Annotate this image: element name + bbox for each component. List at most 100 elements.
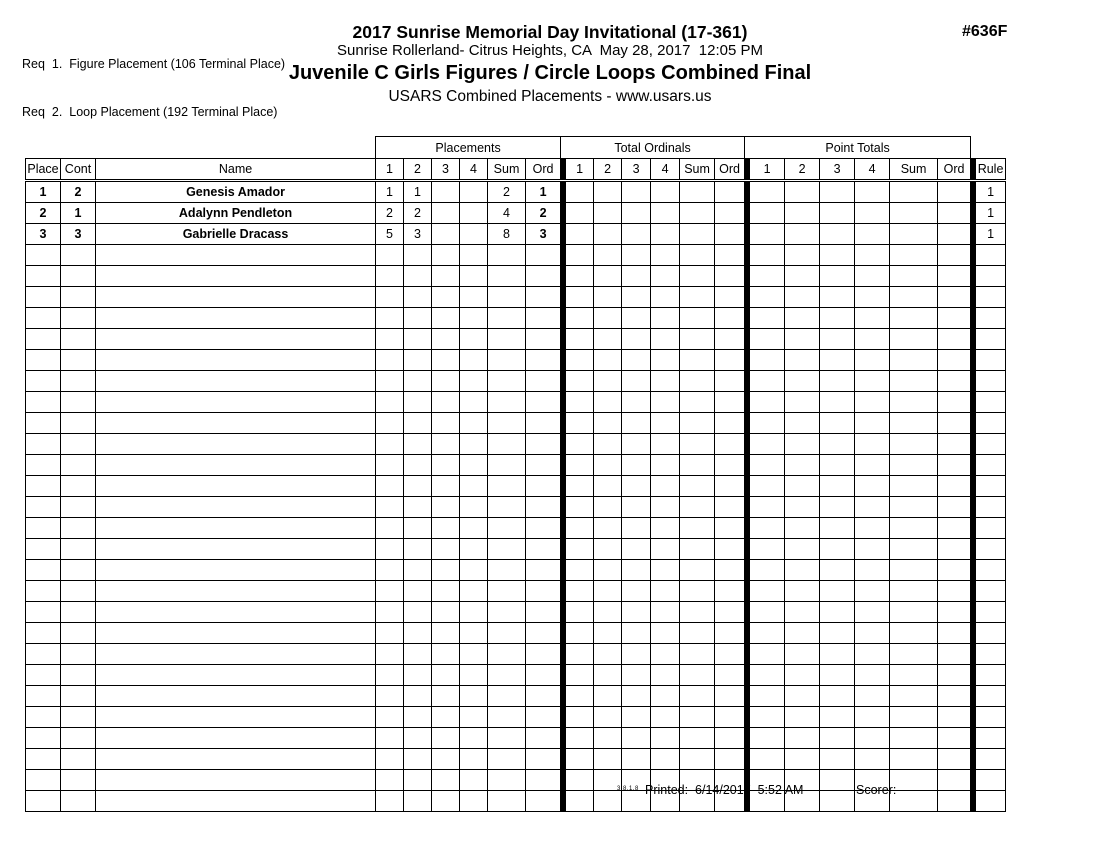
cell-name: Gabrielle Dracass bbox=[94, 223, 377, 245]
cell-total_ordinals-ord bbox=[714, 328, 746, 350]
empty-row bbox=[25, 559, 1007, 581]
cell-rule: 1 bbox=[975, 202, 1007, 224]
cell-placements-judge4 bbox=[459, 517, 489, 539]
cell-total_ordinals-judge4 bbox=[650, 454, 681, 476]
cell-point_totals-ord bbox=[937, 180, 972, 203]
cell-total_ordinals-ord bbox=[714, 748, 746, 770]
cell-placements-judge4 bbox=[459, 622, 489, 644]
cell-point_totals-sum bbox=[889, 286, 939, 308]
cell-total_ordinals-judge1 bbox=[565, 475, 595, 497]
cell-point_totals-sum bbox=[889, 454, 939, 476]
cell-total_ordinals-judge4 bbox=[650, 580, 681, 602]
cell-placements-judge3 bbox=[431, 265, 461, 287]
cell-placements-judge2 bbox=[403, 433, 433, 455]
cell-point_totals-sum bbox=[889, 790, 939, 812]
cell-placements-judge1 bbox=[375, 727, 405, 749]
cell-placements-judge2 bbox=[403, 706, 433, 728]
cell-total_ordinals-judge3 bbox=[621, 202, 652, 224]
cell-point_totals-judge3 bbox=[819, 496, 856, 518]
empty-row bbox=[25, 328, 1007, 350]
cell-point_totals-judge4 bbox=[854, 286, 891, 308]
cell-name bbox=[94, 391, 377, 413]
cell-point_totals-judge1 bbox=[749, 706, 786, 728]
cell-total_ordinals-judge1 bbox=[565, 223, 595, 245]
cell-total_ordinals-judge3 bbox=[621, 706, 652, 728]
cell-name bbox=[94, 727, 377, 749]
cell-point_totals-judge1 bbox=[749, 265, 786, 287]
cell-total_ordinals-judge3 bbox=[621, 496, 652, 518]
cell-placements-sum bbox=[487, 538, 527, 560]
cell-placements-sum bbox=[487, 412, 527, 434]
cell-place bbox=[25, 265, 61, 287]
cell-placements-judge3 bbox=[431, 706, 461, 728]
cell-point_totals-ord bbox=[937, 664, 972, 686]
cell-placements-judge1: 2 bbox=[375, 202, 405, 224]
empty-row bbox=[25, 685, 1007, 707]
cell-placements-judge2: 2 bbox=[403, 202, 433, 224]
cell-placements-judge3 bbox=[431, 349, 461, 371]
group-header-placements: Placements bbox=[375, 136, 562, 159]
empty-row bbox=[25, 496, 1007, 518]
cell-total_ordinals-sum bbox=[679, 685, 716, 707]
empty-row bbox=[25, 538, 1007, 560]
cell-point_totals-sum bbox=[889, 580, 939, 602]
cell-rule bbox=[975, 643, 1007, 665]
cell-point_totals-judge4 bbox=[854, 664, 891, 686]
cell-total_ordinals-judge3 bbox=[621, 223, 652, 245]
cell-total_ordinals-judge3 bbox=[621, 580, 652, 602]
cell-total_ordinals-sum bbox=[679, 328, 716, 350]
col-header-name: Name bbox=[94, 158, 377, 182]
cell-placements-judge2 bbox=[403, 580, 433, 602]
cell-cont bbox=[60, 685, 96, 707]
cell-placements-judge1 bbox=[375, 433, 405, 455]
cell-placements-sum bbox=[487, 286, 527, 308]
event-name-title: 2017 Sunrise Memorial Day Invitational (… bbox=[352, 22, 748, 42]
cell-placements-ord bbox=[525, 412, 562, 434]
col-header-judge: 4 bbox=[459, 158, 489, 182]
cell-total_ordinals-judge4 bbox=[650, 601, 681, 623]
cell-total_ordinals-judge4 bbox=[650, 244, 681, 266]
cell-name bbox=[94, 601, 377, 623]
empty-row bbox=[25, 307, 1007, 329]
cell-point_totals-ord bbox=[937, 349, 972, 371]
cell-placements-judge1 bbox=[375, 307, 405, 329]
cell-placements-judge2: 1 bbox=[403, 180, 433, 203]
cell-point_totals-judge2 bbox=[784, 328, 821, 350]
cell-total_ordinals-sum bbox=[679, 706, 716, 728]
col-header-sum: Sum bbox=[679, 158, 716, 182]
col-header-judge: 1 bbox=[375, 158, 405, 182]
group-header-row: Placements Total Ordinals Point Totals bbox=[26, 136, 1006, 159]
cell-point_totals-judge3 bbox=[819, 223, 856, 245]
cell-cont bbox=[60, 475, 96, 497]
cell-point_totals-judge3 bbox=[819, 265, 856, 287]
cell-total_ordinals-sum bbox=[679, 664, 716, 686]
cell-name bbox=[94, 454, 377, 476]
cell-point_totals-judge3 bbox=[819, 202, 856, 224]
cell-point_totals-judge2 bbox=[784, 706, 821, 728]
empty-row bbox=[25, 244, 1007, 266]
cell-point_totals-ord bbox=[937, 769, 972, 791]
cell-total_ordinals-ord bbox=[714, 643, 746, 665]
cell-point_totals-judge3 bbox=[819, 769, 856, 791]
cell-point_totals-judge3 bbox=[819, 180, 856, 203]
cell-placements-judge1 bbox=[375, 475, 405, 497]
cell-rule bbox=[975, 685, 1007, 707]
req-1-line: Req 1. Figure Placement (106 Terminal Pl… bbox=[22, 57, 286, 71]
cell-total_ordinals-sum bbox=[679, 307, 716, 329]
cell-placements-ord bbox=[525, 391, 562, 413]
cell-total_ordinals-judge4 bbox=[650, 538, 681, 560]
cell-place bbox=[25, 790, 61, 812]
cell-point_totals-judge3 bbox=[819, 328, 856, 350]
cell-placements-judge3 bbox=[431, 433, 461, 455]
cell-total_ordinals-judge4 bbox=[650, 664, 681, 686]
cell-point_totals-sum bbox=[889, 307, 939, 329]
col-header-judge: 4 bbox=[650, 158, 681, 182]
printed-label: Printed: bbox=[645, 783, 689, 797]
col-header-sum: Sum bbox=[889, 158, 939, 182]
cell-point_totals-sum bbox=[889, 601, 939, 623]
cell-point_totals-ord bbox=[937, 601, 972, 623]
cell-point_totals-ord bbox=[937, 748, 972, 770]
cell-total_ordinals-judge1 bbox=[565, 265, 595, 287]
cell-total_ordinals-sum bbox=[679, 727, 716, 749]
cell-placements-judge3 bbox=[431, 580, 461, 602]
